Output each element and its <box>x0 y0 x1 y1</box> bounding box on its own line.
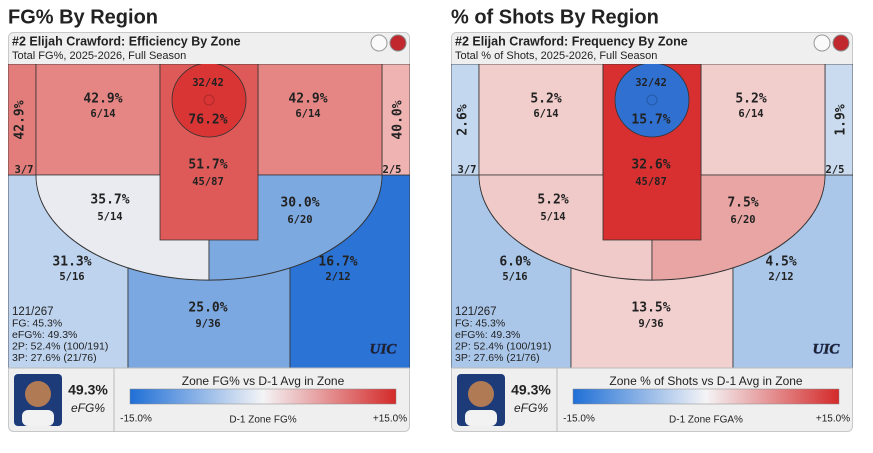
zone-count: 9/36 <box>638 318 663 330</box>
stat-line: FG: 45.3% <box>455 317 505 329</box>
zone-value: 4.5% <box>765 255 796 270</box>
toggle-button[interactable] <box>813 34 831 52</box>
zone-value: 1.9% <box>834 104 849 135</box>
team-logo: UIC <box>813 341 841 357</box>
zone-value: 2.6% <box>456 104 471 135</box>
zone-value: 42.9% <box>13 100 28 139</box>
panel: #2 Elijah Crawford: Efficiency By Zone To… <box>8 32 410 432</box>
stat-line: FG: 45.3% <box>12 317 62 329</box>
zone-count: 2/5 <box>826 164 845 176</box>
legend-label: D-1 Zone FG% <box>229 415 296 426</box>
panel-title: #2 Elijah Crawford: Frequency By Zone <box>455 34 688 48</box>
zone-count: 9/36 <box>195 318 220 330</box>
team-logo: UIC <box>370 341 398 357</box>
zone-value: 31.3% <box>52 255 91 270</box>
zone-value: 42.9% <box>83 92 122 107</box>
legend-scale <box>129 388 397 405</box>
stat-line: 2P: 52.4% (100/191) <box>12 340 108 352</box>
zone-count: 32/42 <box>635 77 667 89</box>
efg-label: eFG% <box>71 401 105 415</box>
zone-value: 25.0% <box>188 301 227 316</box>
stat-line: 3P: 27.6% (21/76) <box>12 352 97 364</box>
zone <box>614 64 690 138</box>
legend-min: -15.0% <box>563 414 595 425</box>
zone-count: 6/20 <box>730 214 755 226</box>
zone-count: 2/5 <box>383 164 402 176</box>
zone-value: 5.2% <box>530 92 561 107</box>
legend-min: -15.0% <box>120 414 152 425</box>
stat-line: 121/267 <box>455 306 497 318</box>
zone-value: 35.7% <box>90 193 129 208</box>
zone-count: 6/14 <box>90 108 115 120</box>
legend-max: +15.0% <box>373 414 407 425</box>
rim <box>203 94 215 106</box>
panel-heading: FG% By Region <box>8 6 158 28</box>
info-button[interactable] <box>832 34 850 52</box>
zone-count: 5/16 <box>502 271 527 283</box>
zone-value: 42.9% <box>288 92 327 107</box>
stat-line: 3P: 27.6% (21/76) <box>455 352 540 364</box>
court <box>451 64 853 368</box>
zone-value: 15.7% <box>631 113 670 128</box>
zone-value: 6.0% <box>499 255 530 270</box>
zone-count: 5/16 <box>59 271 84 283</box>
zone-value: 40.0% <box>391 100 406 139</box>
info-button[interactable] <box>389 34 407 52</box>
legend-label: D-1 Zone FGA% <box>669 415 743 426</box>
player-jersey <box>465 410 497 426</box>
panel-title: #2 Elijah Crawford: Efficiency By Zone <box>12 34 241 48</box>
stat-line: 121/267 <box>12 306 54 318</box>
player-jersey <box>22 410 54 426</box>
stat-line: 2P: 52.4% (100/191) <box>455 340 551 352</box>
zone-count: 6/14 <box>295 108 320 120</box>
zone-count: 6/14 <box>533 108 558 120</box>
stat-line: eFG%: 49.3% <box>12 329 77 341</box>
efg-label: eFG% <box>514 401 548 415</box>
zone-value: 16.7% <box>318 255 357 270</box>
legend-title: Zone FG% vs D-1 Avg in Zone <box>182 374 345 388</box>
panel-subtitle: Total % of Shots, 2025-2026, Full Season <box>455 50 657 62</box>
legend-max: +15.0% <box>816 414 850 425</box>
zone-value: 7.5% <box>727 196 758 211</box>
zone-count: 3/7 <box>458 164 477 176</box>
zone-count: 6/14 <box>738 108 763 120</box>
panel-heading: % of Shots By Region <box>451 6 659 28</box>
panel: #2 Elijah Crawford: Frequency By Zone Tot… <box>451 32 853 432</box>
efg-value: 49.3% <box>511 382 551 398</box>
zone-count: 6/20 <box>287 214 312 226</box>
zone-value: 30.0% <box>280 196 319 211</box>
player-photo <box>468 381 494 407</box>
zone-count: 45/87 <box>192 176 224 188</box>
zone-count: 2/12 <box>325 271 350 283</box>
zone-value: 13.5% <box>631 301 670 316</box>
zone-count: 32/42 <box>192 77 224 89</box>
efg-value: 49.3% <box>68 382 108 398</box>
zone-count: 45/87 <box>635 176 667 188</box>
zone-value: 32.6% <box>631 158 670 173</box>
zone-count: 5/14 <box>540 211 565 223</box>
stat-line: eFG%: 49.3% <box>455 329 520 341</box>
toggle-button[interactable] <box>370 34 388 52</box>
legend-scale <box>572 388 840 405</box>
zone-value: 51.7% <box>188 158 227 173</box>
zone-value: 5.2% <box>735 92 766 107</box>
zone-value: 76.2% <box>188 113 227 128</box>
rim <box>646 94 658 106</box>
panel-subtitle: Total FG%, 2025-2026, Full Season <box>12 50 186 62</box>
zone <box>171 64 247 138</box>
court <box>8 64 410 368</box>
zone-count: 5/14 <box>97 211 122 223</box>
legend-title: Zone % of Shots vs D-1 Avg in Zone <box>609 374 803 388</box>
zone-count: 3/7 <box>15 164 34 176</box>
zone-value: 5.2% <box>537 193 568 208</box>
zone-count: 2/12 <box>768 271 793 283</box>
player-photo <box>25 381 51 407</box>
